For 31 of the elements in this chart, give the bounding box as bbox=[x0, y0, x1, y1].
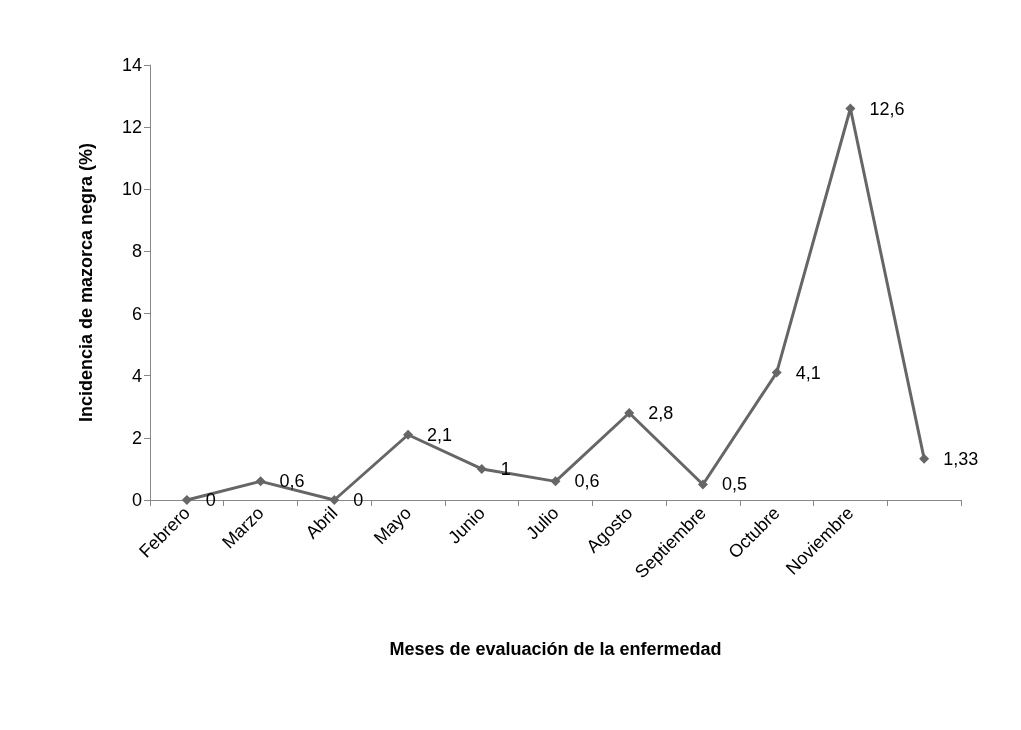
point bbox=[476, 463, 487, 474]
y-tick-label: 6 bbox=[131, 303, 142, 324]
point bbox=[181, 495, 192, 505]
y-tick-label: 2 bbox=[131, 427, 142, 448]
y-tick-label: 4 bbox=[131, 365, 142, 386]
y-tick-label: 0 bbox=[131, 490, 142, 510]
data-label: 2,1 bbox=[427, 424, 453, 445]
y-tick-label: 8 bbox=[131, 241, 142, 262]
data-label: 2,8 bbox=[648, 403, 674, 423]
y-tick-label: 12 bbox=[121, 117, 142, 138]
data-label: 0,6 bbox=[279, 471, 305, 492]
data-label: 0 bbox=[353, 490, 364, 510]
data-label: 0 bbox=[205, 490, 216, 510]
data-label: 4,1 bbox=[795, 362, 821, 383]
y-axis-title: Incidencia de mazorca negra (%) bbox=[76, 142, 96, 423]
data-label: 0,5 bbox=[721, 474, 747, 495]
x-axis-title: Meses de evaluación de la enfermedad bbox=[389, 639, 722, 659]
data-label: 1,33 bbox=[943, 448, 979, 469]
point bbox=[403, 429, 414, 440]
x-tick-label: Julio bbox=[522, 502, 563, 544]
point bbox=[624, 408, 635, 418]
point bbox=[697, 479, 708, 490]
point bbox=[255, 476, 266, 487]
point bbox=[919, 453, 930, 464]
y-tick-label: 14 bbox=[121, 55, 142, 75]
point bbox=[771, 367, 782, 378]
data-label: 12,6 bbox=[869, 98, 905, 119]
point bbox=[329, 495, 340, 505]
y-tick-label: 10 bbox=[121, 179, 142, 200]
data-label: 0,6 bbox=[574, 471, 600, 492]
point bbox=[550, 476, 561, 487]
